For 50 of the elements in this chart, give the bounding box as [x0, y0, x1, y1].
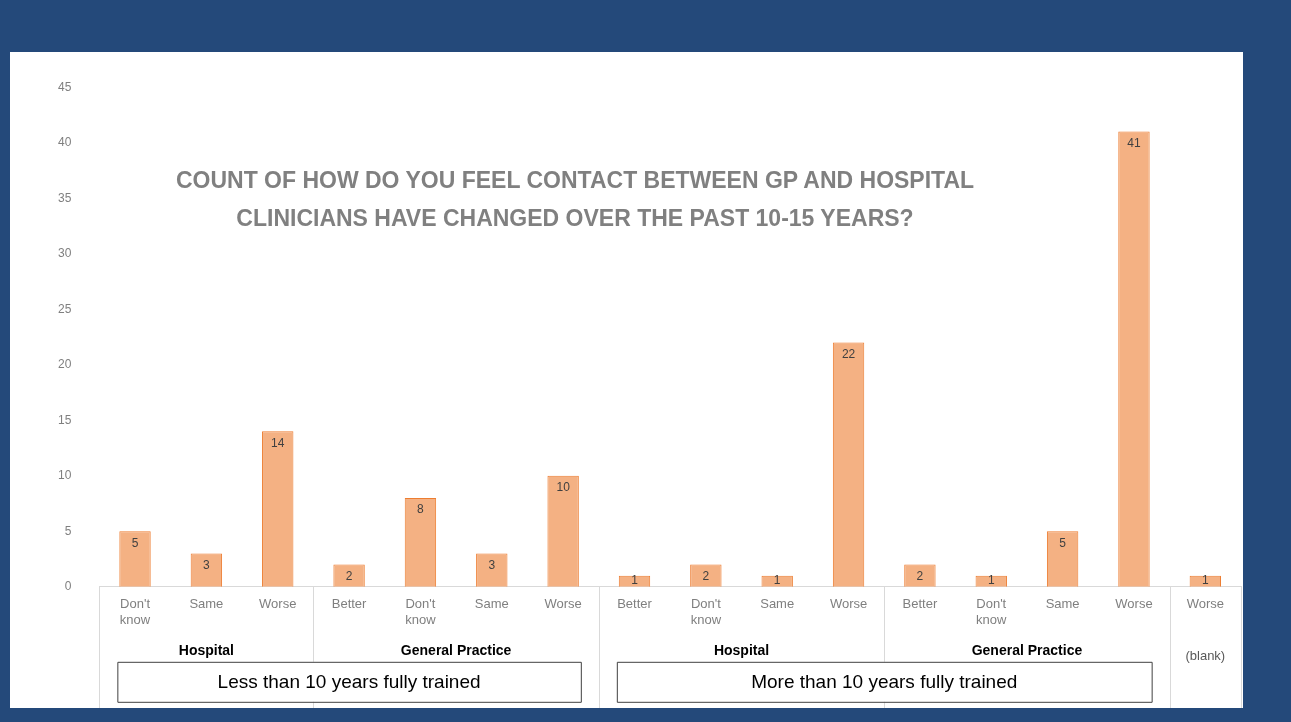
x-tick-label: Same — [760, 596, 795, 612]
x-tick-label: Don't know — [690, 596, 722, 627]
x-tick-label: Worse — [829, 596, 868, 612]
text: COUNT OF HOW DO YOU FEEL CONTACT BETWEEN GP AND HOSPITAL CLINICIANS HAVE CHANGED OVER THE PAST 10-15 YEARS? — [175, 166, 975, 231]
text: General Practice — [400, 641, 512, 658]
x-tick-label: Worse — [1186, 596, 1224, 612]
data-label: 2 — [345, 568, 353, 583]
x-tick-label: Don't know — [119, 596, 151, 627]
y-tick-label: 35 — [57, 190, 72, 205]
data-label: 2 — [916, 568, 924, 583]
data-label: 3 — [488, 557, 496, 572]
y-tick-label: 25 — [57, 301, 72, 316]
x-tick-label: Don't know — [976, 596, 1008, 627]
data-label: 5 — [131, 535, 139, 550]
data-label: 1 — [773, 573, 781, 588]
x-tick-label: Worse — [259, 596, 297, 612]
y-tick-label: 40 — [57, 135, 72, 150]
x-tick-label: Better — [331, 596, 368, 612]
data-label: 5 — [1059, 535, 1067, 550]
text: General Practice — [971, 641, 1083, 658]
data-label: 1 — [1201, 573, 1209, 588]
data-label: 3 — [203, 557, 211, 572]
x-tick-label: Worse — [1115, 596, 1153, 612]
y-tick-label: 30 — [57, 246, 72, 261]
y-tick-label: 20 — [57, 357, 72, 372]
x-tick-label: Same — [189, 596, 224, 612]
x-tick-label: Better — [617, 596, 653, 612]
text: More than 10 years fully trained — [751, 671, 1018, 693]
x-tick-label: Worse — [544, 596, 582, 612]
text: (blank) — [1185, 648, 1226, 664]
y-tick-label: 45 — [57, 79, 72, 94]
data-label: 2 — [702, 568, 710, 583]
data-label: 41 — [1127, 135, 1141, 150]
text: Hospital — [178, 641, 234, 658]
y-tick-label: 0 — [64, 579, 72, 594]
data-label: 10 — [556, 480, 571, 495]
x-tick-label: Same — [474, 596, 509, 612]
text: Hospital — [713, 641, 770, 658]
x-tick-label: Same — [1045, 596, 1080, 612]
text: Less than 10 years fully trained — [217, 671, 481, 693]
data-label: 14 — [271, 435, 285, 450]
x-tick-label: Don't know — [405, 596, 437, 627]
data-label: 1 — [987, 573, 995, 588]
y-tick-label: 10 — [57, 468, 72, 483]
data-label: 22 — [841, 346, 856, 361]
y-tick-label: 15 — [57, 412, 72, 427]
data-label: 8 — [417, 502, 425, 517]
x-tick-label: Better — [902, 596, 938, 612]
data-label: 1 — [631, 573, 639, 588]
y-tick-label: 5 — [64, 523, 72, 538]
